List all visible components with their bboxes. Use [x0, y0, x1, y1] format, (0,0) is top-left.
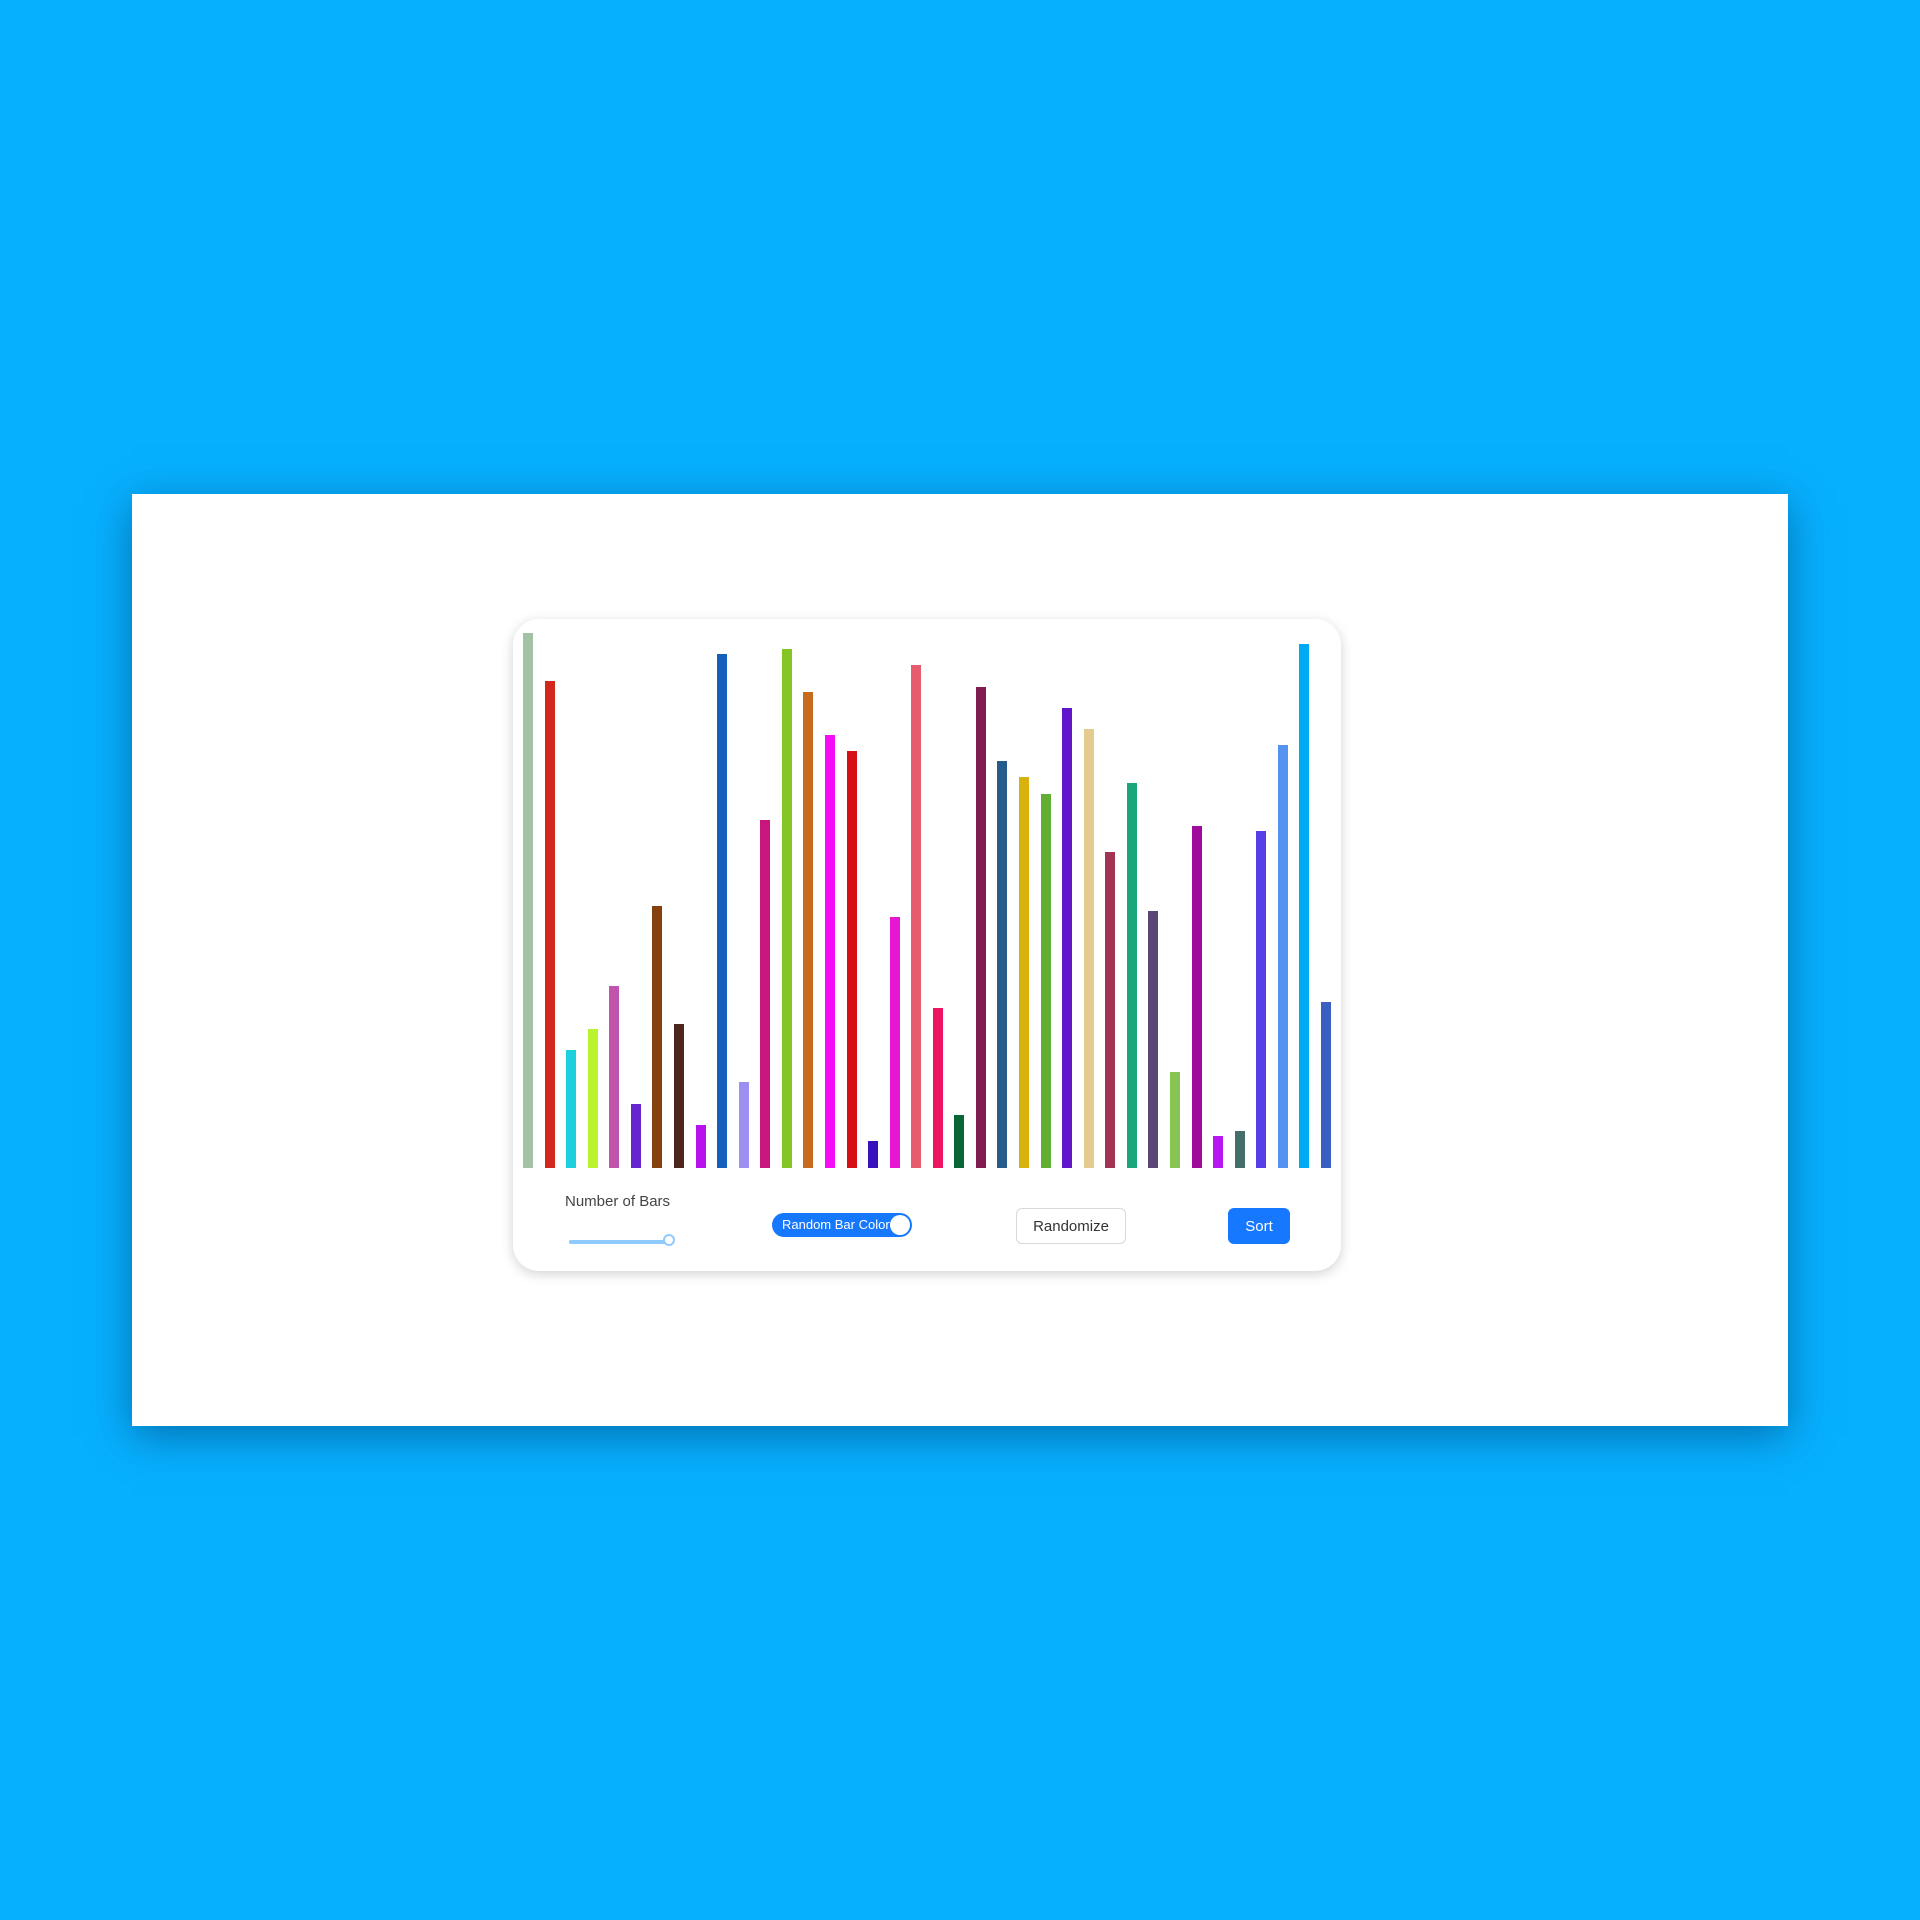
bars-count-slider[interactable] [569, 1234, 675, 1246]
bar-20 [932, 1007, 943, 1168]
bars-count-label: Number of Bars [565, 1193, 671, 1210]
randomize-button[interactable]: Randomize [1016, 1208, 1126, 1244]
bar-24 [1019, 777, 1030, 1168]
bar-17 [868, 1141, 879, 1168]
bar-25 [1040, 793, 1051, 1168]
bar-16 [846, 750, 857, 1168]
bar-32 [1191, 825, 1202, 1168]
bar-12 [760, 820, 771, 1168]
bar-35 [1256, 830, 1267, 1168]
bar-22 [975, 686, 986, 1168]
bars-count-control: Number of Bars [565, 1193, 685, 1246]
bar-26 [1062, 707, 1073, 1168]
bar-2 [544, 681, 555, 1168]
bar-5 [609, 986, 620, 1168]
bar-19 [911, 665, 922, 1168]
bar-6 [630, 1103, 641, 1168]
bar-34 [1234, 1130, 1245, 1168]
bar-8 [673, 1023, 684, 1168]
bar-chart [523, 633, 1331, 1168]
slider-handle[interactable] [663, 1234, 675, 1246]
bar-36 [1277, 745, 1288, 1168]
bar-9 [695, 1125, 706, 1168]
bar-23 [997, 761, 1008, 1168]
bar-7 [652, 905, 663, 1168]
slider-fill [569, 1240, 669, 1244]
bar-29 [1126, 782, 1137, 1168]
bar-33 [1213, 1135, 1224, 1168]
sort-button[interactable]: Sort [1228, 1208, 1290, 1244]
bar-4 [587, 1028, 598, 1168]
bar-28 [1105, 852, 1116, 1168]
bar-10 [717, 654, 728, 1168]
sort-visualizer-card: Number of Bars Random Bar Color Randomiz… [513, 619, 1341, 1271]
bar-31 [1170, 1071, 1181, 1168]
bar-21 [954, 1114, 965, 1168]
controls-bar: Number of Bars Random Bar Color Randomiz… [513, 1179, 1341, 1259]
random-bar-color-label: Random Bar Color [782, 1217, 890, 1232]
random-bar-color-toggle[interactable]: Random Bar Color [772, 1213, 912, 1237]
bar-15 [824, 734, 835, 1168]
bar-37 [1299, 643, 1310, 1168]
bar-38 [1321, 1002, 1331, 1168]
toggle-knob [890, 1215, 910, 1235]
bar-1 [523, 633, 533, 1168]
bar-14 [803, 691, 814, 1168]
bar-30 [1148, 911, 1159, 1168]
bar-18 [889, 916, 900, 1168]
bar-27 [1083, 729, 1094, 1168]
bar-13 [781, 649, 792, 1168]
bar-3 [566, 1050, 577, 1168]
bar-11 [738, 1082, 749, 1168]
